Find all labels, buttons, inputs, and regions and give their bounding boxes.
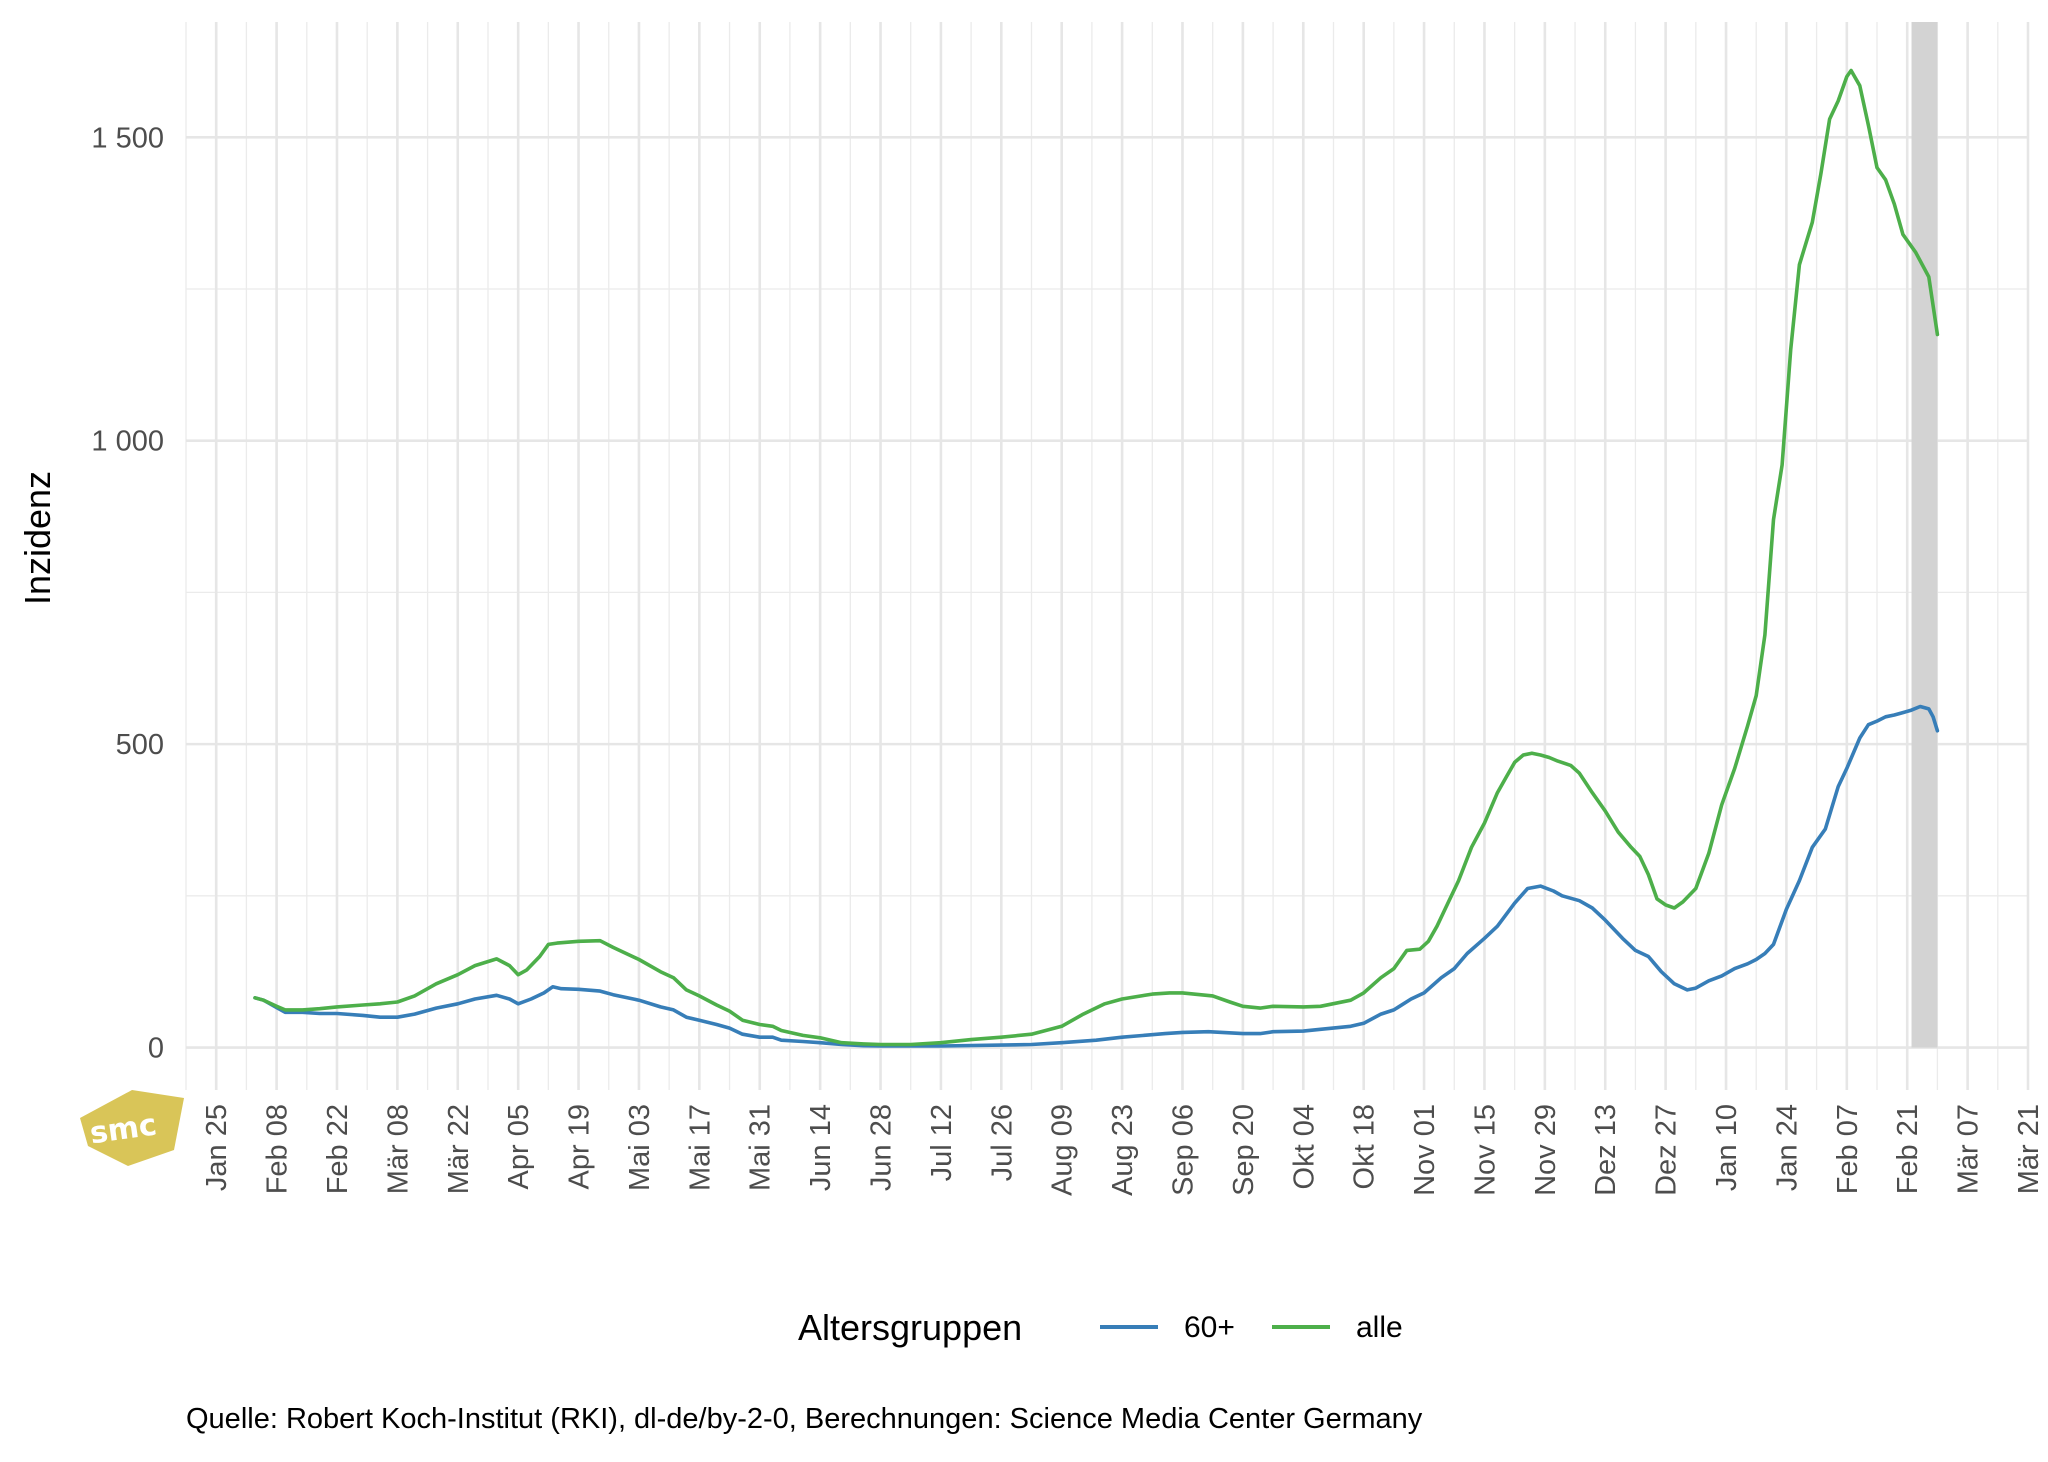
x-tick-label: Mär 07 (1953, 1104, 1985, 1194)
x-tick-label: Nov 01 (1409, 1104, 1441, 1196)
x-tick-label: Aug 23 (1107, 1104, 1139, 1196)
x-tick-label: Feb 07 (1832, 1104, 1864, 1194)
smc-logo-shape (80, 1090, 184, 1166)
y-tick-label: 1 500 (91, 122, 164, 154)
x-tick-label: Okt 04 (1288, 1104, 1320, 1189)
x-tick-label: Apr 19 (564, 1104, 596, 1189)
x-axis-tick-labels: Jan 25 Feb 08 Feb 22 Mär 08 Mär 22 Apr 05 Apr … (201, 1104, 2045, 1196)
x-tick-label: Sep 06 (1167, 1104, 1199, 1196)
x-tick-label: Mär 08 (382, 1104, 414, 1194)
x-tick-label: Sep 20 (1228, 1104, 1260, 1196)
series-line-60plus (253, 704, 1940, 1048)
x-tick-label: Feb 22 (322, 1104, 354, 1194)
x-tick-label: Jun 28 (866, 1104, 898, 1191)
series-line-alle (253, 68, 1940, 1047)
x-tick-label: Mär 21 (2013, 1104, 2045, 1194)
legend-label-60plus: 60+ (1184, 1311, 1235, 1344)
x-tick-label: Mai 03 (624, 1104, 656, 1191)
x-tick-label: Jul 26 (986, 1104, 1018, 1181)
x-tick-label: Jul 12 (926, 1104, 958, 1181)
x-tick-label: Jan 25 (201, 1104, 233, 1191)
x-tick-label: Okt 18 (1349, 1104, 1381, 1189)
series-lines (253, 68, 1940, 1048)
x-tick-label: Aug 09 (1047, 1104, 1079, 1196)
x-tick-label: Jan 10 (1711, 1104, 1743, 1191)
y-axis-tick-labels: 0 500 1 000 1 500 (91, 122, 164, 1064)
x-tick-label: Apr 05 (503, 1104, 535, 1189)
y-tick-label: 0 (148, 1033, 164, 1065)
y-tick-label: 1 000 (91, 426, 164, 458)
smc-logo: smc (80, 1090, 184, 1166)
highlight-band (1911, 22, 1938, 1048)
x-tick-label: Feb 21 (1892, 1104, 1924, 1194)
highlight-rect (1911, 22, 1938, 1048)
x-tick-label: Mär 22 (443, 1104, 475, 1194)
x-tick-label: Feb 08 (262, 1104, 294, 1194)
x-tick-label: Mai 17 (684, 1104, 716, 1191)
legend-label-alle: alle (1356, 1311, 1403, 1344)
source-caption: Quelle: Robert Koch-Institut (RKI), dl-d… (186, 1403, 1423, 1435)
legend-title: Altersgruppen (798, 1307, 1022, 1348)
x-tick-label: Dez 27 (1651, 1104, 1683, 1196)
x-tick-label: Nov 15 (1469, 1104, 1501, 1196)
x-tick-label: Nov 29 (1530, 1104, 1562, 1196)
y-axis-title: Inzidenz (17, 471, 58, 605)
x-tick-label: Jan 24 (1771, 1104, 1803, 1191)
legend: Altersgruppen 60+ alle (798, 1307, 1403, 1348)
x-tick-label: Mai 31 (745, 1104, 777, 1191)
x-tick-label: Jun 14 (805, 1104, 837, 1191)
x-tick-label: Dez 13 (1590, 1104, 1622, 1196)
y-tick-label: 500 (116, 729, 164, 761)
